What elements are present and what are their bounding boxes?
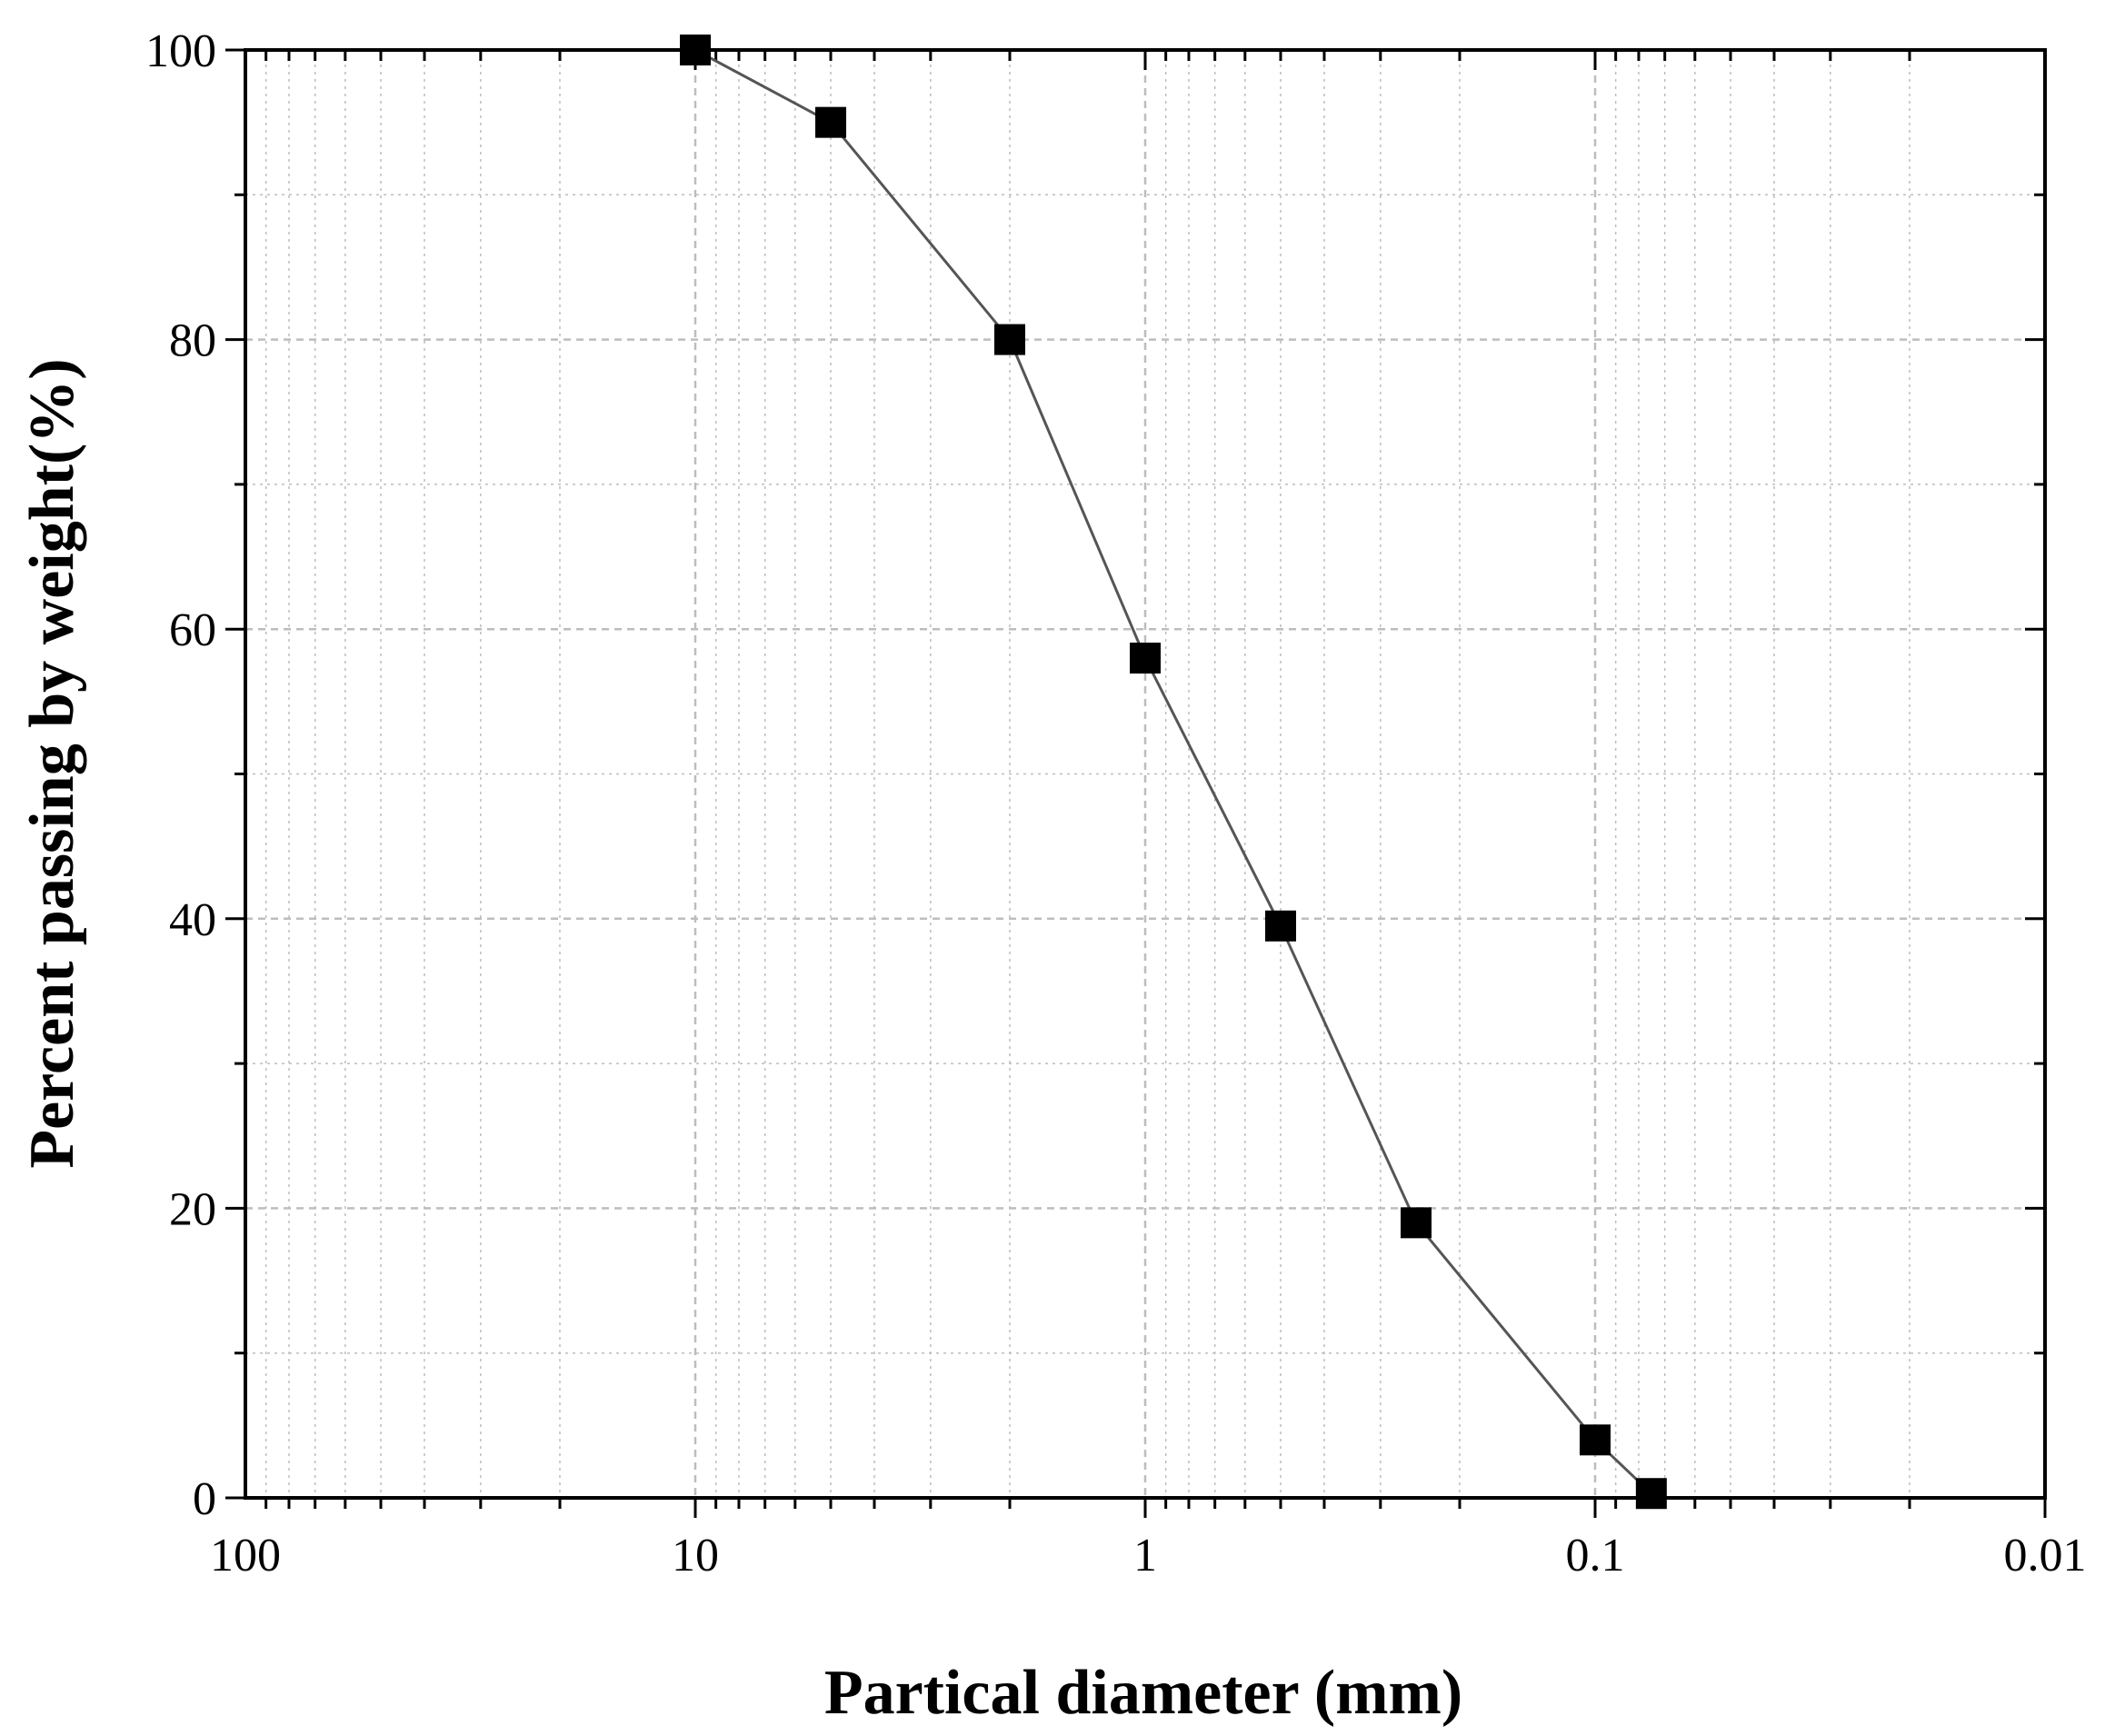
x-tick-label: 0.01 [2004,1530,2087,1581]
y-tick-label: 80 [169,315,216,367]
x-tick-label: 1 [1133,1530,1157,1581]
y-tick-label: 20 [169,1183,216,1235]
data-point [1130,643,1161,674]
y-tick-label: 40 [169,894,216,946]
x-axis-title: Partical diameter (mm) [824,1658,1462,1728]
x-tick-label: 10 [672,1530,719,1581]
y-tick-label: 60 [169,604,216,656]
data-point [1401,1207,1432,1239]
y-tick-label: 0 [193,1473,216,1525]
series-line [694,48,1652,1495]
y-tick-label: 100 [145,25,216,77]
data-point [680,35,711,65]
axes [225,48,2047,1518]
y-axis-title: Percent passing by weight(%) [17,358,87,1168]
x-tick-label: 0.1 [1566,1530,1625,1581]
grid [245,50,2047,1498]
x-tick-label: 100 [210,1530,281,1581]
data-series [680,35,1667,1510]
data-point [1265,910,1297,942]
tick-labels: 100 10 1 0.1 0.01 0 20 40 60 80 100 [145,25,2087,1581]
data-point [1635,1478,1667,1510]
data-point [993,324,1025,355]
data-point [1580,1424,1611,1456]
data-point [815,106,847,138]
